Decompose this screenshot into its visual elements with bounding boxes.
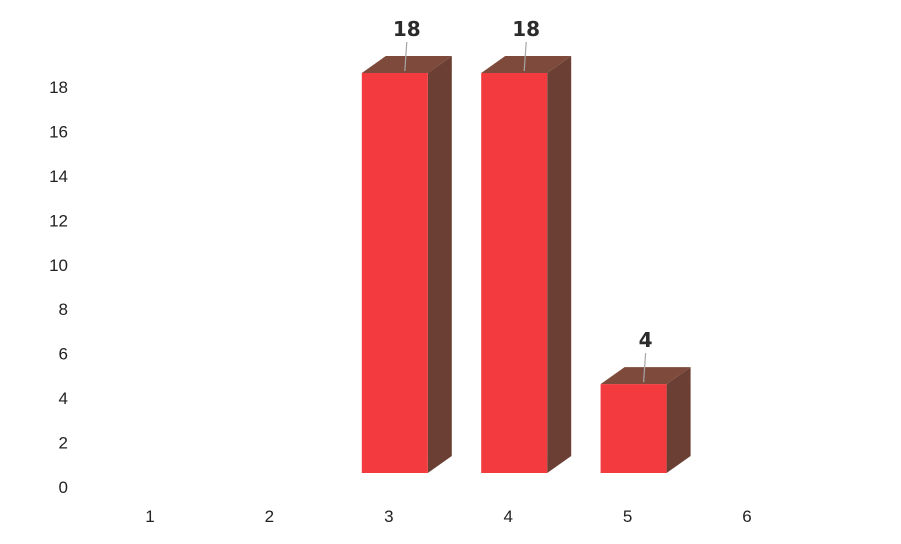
data-label-leader-line (523, 41, 527, 72)
x-tick-label: 4 (503, 507, 512, 526)
bar-top-face (600, 367, 691, 385)
data-label: 18 (393, 17, 421, 41)
y-tick-label: 18 (49, 78, 68, 97)
bar-side-face (666, 367, 691, 473)
data-label: 18 (512, 17, 540, 41)
bar-front-face (361, 73, 428, 473)
y-tick-label: 6 (59, 345, 68, 364)
x-tick-label: 3 (384, 507, 393, 526)
bar-series (361, 56, 691, 473)
data-labels: 18 18 4 (393, 17, 653, 383)
x-tick-label: 2 (265, 507, 274, 526)
bar-top-face (361, 56, 452, 73)
data-label-leader-line (404, 41, 408, 72)
bar-side-face (547, 56, 572, 473)
y-tick-label: 4 (59, 389, 68, 408)
x-axis-tick-labels: 1 2 3 4 5 6 (145, 507, 751, 526)
y-tick-label: 14 (49, 167, 68, 186)
bar-side-face (427, 56, 452, 473)
y-tick-label: 8 (59, 300, 68, 319)
y-tick-label: 10 (49, 256, 68, 275)
bar (600, 367, 691, 473)
bar (361, 56, 452, 473)
bar-front-face (600, 384, 667, 473)
bar-front-face (481, 73, 548, 473)
y-tick-label: 16 (49, 122, 68, 141)
x-tick-label: 5 (623, 507, 632, 526)
y-tick-label: 12 (49, 211, 68, 230)
bar (481, 56, 572, 473)
y-axis-tick-labels: 0 2 4 6 8 10 12 14 16 18 (49, 78, 68, 497)
x-tick-label: 6 (742, 507, 751, 526)
y-tick-label: 2 (59, 434, 68, 453)
x-tick-label: 1 (145, 507, 154, 526)
data-label: 4 (639, 328, 653, 352)
bar-top-face (481, 56, 572, 73)
data-label-leader-line (643, 353, 647, 383)
y-tick-label: 0 (59, 478, 68, 497)
